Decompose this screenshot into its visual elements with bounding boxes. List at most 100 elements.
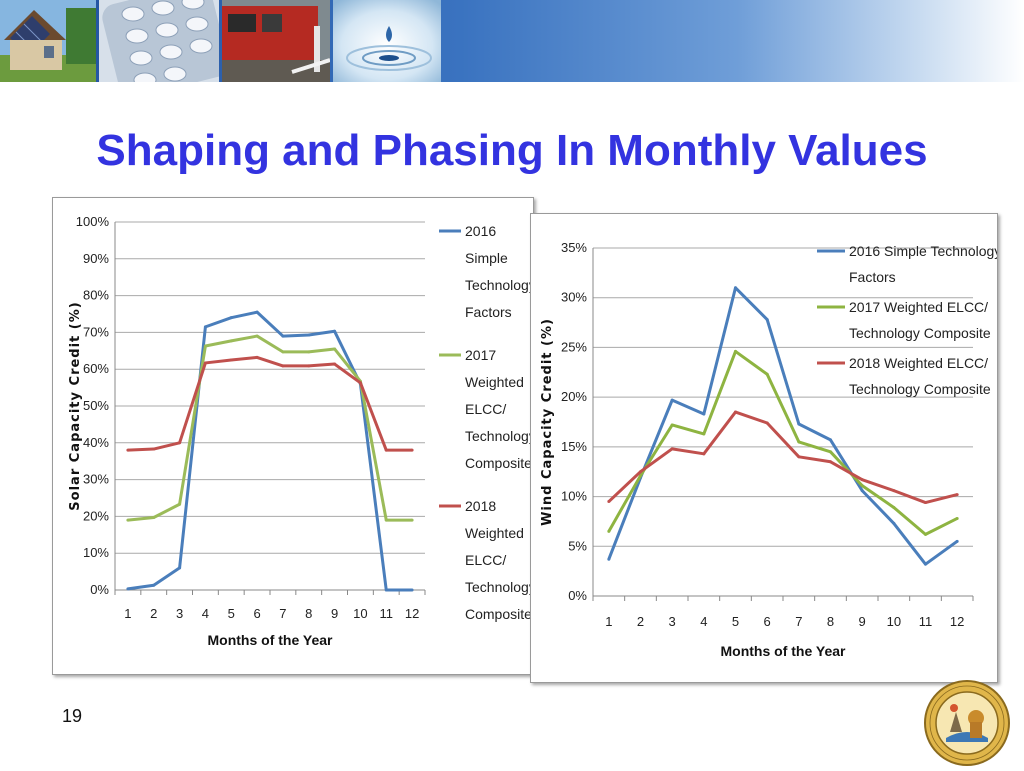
data-point [734,410,737,414]
data-point [384,588,388,592]
data-point [607,557,611,561]
solar-chart-panel: 0% 10% 20% 30% 40% 50% 60% 70% 80% 90% 100% 1 2 3 4 5 6 7… [52,197,534,675]
legend-label: 2016 Simple Technology [849,243,997,259]
legend-label: Composite [465,455,532,471]
data-point [255,310,259,314]
solar-chart: 0%10%20%30%40%50%60%70%80%90%100%1 2 3 4 5 6 7… [68,214,533,648]
x-tick-label: 11 [919,614,933,629]
legend-label: Technology [465,277,533,293]
y-axis-title: Wind Capacity Credit (%) [540,318,555,526]
data-point [410,518,414,522]
y-tick-label: 35% [561,240,587,255]
legend-label: Weighted [465,525,524,541]
train-photo [222,0,330,82]
legend-label: Weighted [465,374,524,390]
y-tick-label: 30% [83,472,109,487]
y-tick-label: 50% [83,398,109,413]
data-point [152,516,156,520]
x-tick-label: 8 [827,614,834,629]
data-point [797,440,801,444]
data-point [152,447,156,451]
data-point [410,448,414,452]
data-point [229,316,233,320]
data-point [178,502,182,506]
x-tick-label: 1 [124,606,131,621]
data-point [829,438,832,442]
y-tick-label: 30% [561,290,587,305]
series-line-3 [127,355,413,452]
legend-label: 2018 [465,498,496,514]
data-point [307,364,311,368]
data-point [765,318,769,322]
data-point [892,489,896,493]
x-tick-label: 3 [669,614,676,629]
data-point [892,521,896,525]
legend-label: ELCC/ [465,552,506,568]
series-line-1 [127,310,413,592]
water-drop-photo [333,0,441,82]
data-point [126,518,130,522]
data-point [281,364,285,368]
data-point [255,334,259,338]
x-axis-title: Months of the Year [721,643,847,659]
x-tick-label: 7 [795,614,802,629]
data-point [860,489,864,493]
data-point [333,362,337,366]
x-tick-label: 9 [859,614,866,629]
y-tick-label: 5% [568,538,587,553]
x-tick-label: 2 [637,614,644,629]
x-tick-label: 10 [353,606,367,621]
wind-chart: 0%5%10%15%20%25%30%35%1 2 3 4 5 6 7 8 9 10 11 12Mon… [540,240,997,659]
data-point [203,361,207,365]
legend-label: Factors [465,304,512,320]
data-point [607,500,611,504]
series-line-3 [607,410,958,505]
data-point [307,350,311,354]
y-tick-label: 40% [83,435,109,450]
data-point [955,493,959,497]
data-point [410,588,414,592]
y-tick-label: 70% [83,324,109,339]
data-point [955,516,959,520]
data-point [955,539,959,543]
data-point [702,452,706,456]
data-point [924,562,927,566]
x-tick-label: 4 [202,606,209,621]
data-point [229,339,233,343]
data-point [307,333,311,337]
cpuc-seal-logo [924,680,1010,766]
data-point [860,484,864,488]
y-tick-label: 25% [561,339,587,354]
x-tick-label: 5 [228,606,235,621]
legend-label: Simple [465,250,508,266]
data-point [203,344,207,348]
data-point [924,501,927,505]
y-tick-label: 90% [83,251,109,266]
x-tick-label: 1 [605,614,612,629]
slide-title: Shaping and Phasing In Monthly Values [96,126,928,175]
legend-label: 2017 Weighted ELCC/ [849,299,988,315]
series-line-2 [127,334,413,522]
data-point [734,349,737,353]
x-tick-label: 4 [700,614,707,629]
data-point [702,432,706,436]
data-point [333,329,337,333]
legend-label: ELCC/ [465,401,506,417]
y-tick-label: 10% [561,489,587,504]
x-tick-label: 9 [331,606,338,621]
data-point [797,455,801,459]
data-point [860,478,864,482]
data-point [765,421,769,425]
data-point [126,587,130,591]
data-point [358,381,362,385]
data-point [924,532,927,536]
legend-label: 2017 [465,347,496,363]
phone-keypad-photo [99,0,219,82]
data-point [281,334,285,338]
legend-label: 2018 Weighted ELCC/ [849,355,988,371]
legend-label: Composite [465,606,532,622]
data-point [670,423,674,427]
y-tick-label: 20% [83,508,109,523]
legend-label: 2016 [465,223,496,239]
data-point [702,412,706,416]
